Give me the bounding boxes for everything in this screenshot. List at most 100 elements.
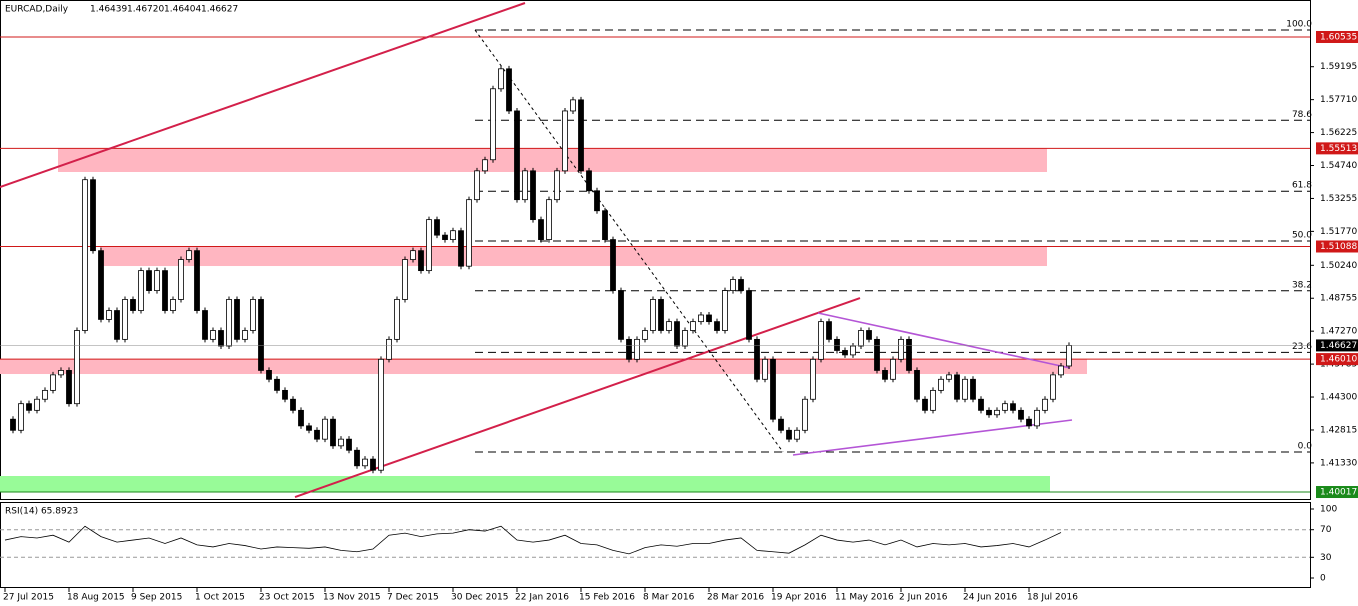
candle (306, 425, 312, 431)
fib-label: 38.2 (1292, 280, 1312, 290)
candle (586, 170, 592, 192)
current-price-box (1316, 339, 1358, 352)
candle (74, 330, 80, 405)
candle (778, 418, 784, 431)
candle (138, 270, 144, 311)
y-tick-label: 1.41330 (1320, 458, 1357, 468)
candle (362, 458, 368, 467)
ohlc-close: 1.46627 (201, 5, 238, 15)
candle (426, 219, 432, 272)
candle (290, 398, 296, 411)
candle (506, 68, 512, 112)
candle (34, 398, 40, 411)
candle (50, 374, 56, 391)
candle (1026, 418, 1032, 427)
ohlc-high: 1.46720 (127, 5, 164, 15)
candle (202, 310, 208, 340)
x-tick-label: 30 Dec 2015 (451, 593, 509, 603)
candle (618, 290, 624, 340)
candle (938, 378, 944, 391)
candle (90, 179, 96, 252)
candle (602, 210, 608, 240)
rsi-line (4, 525, 1062, 555)
candle (738, 279, 744, 291)
candle (122, 299, 128, 340)
x-tick-label: 9 Sep 2015 (131, 593, 182, 603)
level-box (1316, 353, 1358, 366)
x-tick-label: 13 Nov 2015 (323, 593, 381, 603)
candle (250, 299, 256, 331)
candle (546, 199, 552, 240)
candle (594, 190, 600, 212)
candle (746, 290, 752, 340)
y-tick-label: 1.42815 (1320, 425, 1357, 435)
level-box (1316, 486, 1358, 499)
candle (234, 299, 240, 340)
candle (858, 330, 864, 347)
x-tick-label: 11 May 2016 (835, 593, 894, 603)
x-tick-label: 18 Aug 2015 (67, 593, 125, 603)
y-tick-label: 1.50240 (1320, 261, 1357, 271)
y-tick-label: 1.48755 (1320, 294, 1357, 304)
ohlc-open: 1.46439 (90, 5, 127, 15)
candle (258, 299, 264, 371)
candle (898, 338, 904, 360)
candle (82, 179, 88, 331)
candle (906, 338, 912, 371)
candle (106, 310, 112, 320)
candle (786, 429, 792, 440)
candle (490, 88, 496, 161)
candle (570, 99, 576, 112)
level-box (1316, 240, 1358, 253)
rsi-frame (0, 502, 1311, 588)
candle (386, 338, 392, 360)
candle (42, 389, 48, 400)
candle (930, 389, 936, 411)
candle (1058, 365, 1064, 376)
level-label: 1.40017 (1320, 488, 1357, 498)
y-tick-label: 1.54740 (1320, 161, 1357, 171)
candle (146, 270, 152, 291)
y-tick-label: 1.47270 (1320, 327, 1357, 337)
candle (650, 299, 656, 331)
zone (0, 359, 1087, 375)
candle (114, 310, 120, 340)
trendline (294, 297, 861, 498)
candle (690, 321, 696, 331)
x-tick-label: 19 Apr 2016 (771, 593, 827, 603)
candle (882, 370, 888, 380)
trendline (792, 419, 1073, 456)
candle (866, 330, 872, 340)
candle (722, 290, 728, 331)
y-tick-label: 1.53255 (1320, 194, 1357, 204)
level-box (1316, 142, 1358, 155)
candle (194, 250, 200, 311)
candle (962, 378, 968, 400)
candle (874, 338, 880, 371)
candle (314, 429, 320, 440)
candle (354, 449, 360, 467)
candle (754, 338, 760, 380)
candle (922, 398, 928, 411)
candle (370, 458, 376, 471)
x-tick-label: 24 Jun 2016 (963, 593, 1017, 603)
candle (730, 279, 736, 291)
candle (1034, 409, 1040, 427)
candle (178, 259, 184, 300)
chart-title: EURCAD,Daily (5, 5, 69, 15)
candle (530, 170, 536, 221)
candle (130, 299, 136, 311)
rsi-tick-label: 0 (1320, 574, 1326, 584)
candle (850, 345, 856, 356)
level-label: 1.46010 (1320, 355, 1357, 365)
candle (18, 403, 24, 431)
candle (714, 321, 720, 331)
y-tick-label: 1.57710 (1320, 95, 1357, 105)
candle (514, 110, 520, 201)
candle (810, 358, 816, 400)
candle (226, 299, 232, 347)
candle (986, 409, 992, 416)
fib-label: 50.0 (1292, 230, 1312, 240)
rsi-tick-label: 100 (1320, 505, 1337, 515)
y-tick-label: 1.44300 (1320, 393, 1357, 403)
